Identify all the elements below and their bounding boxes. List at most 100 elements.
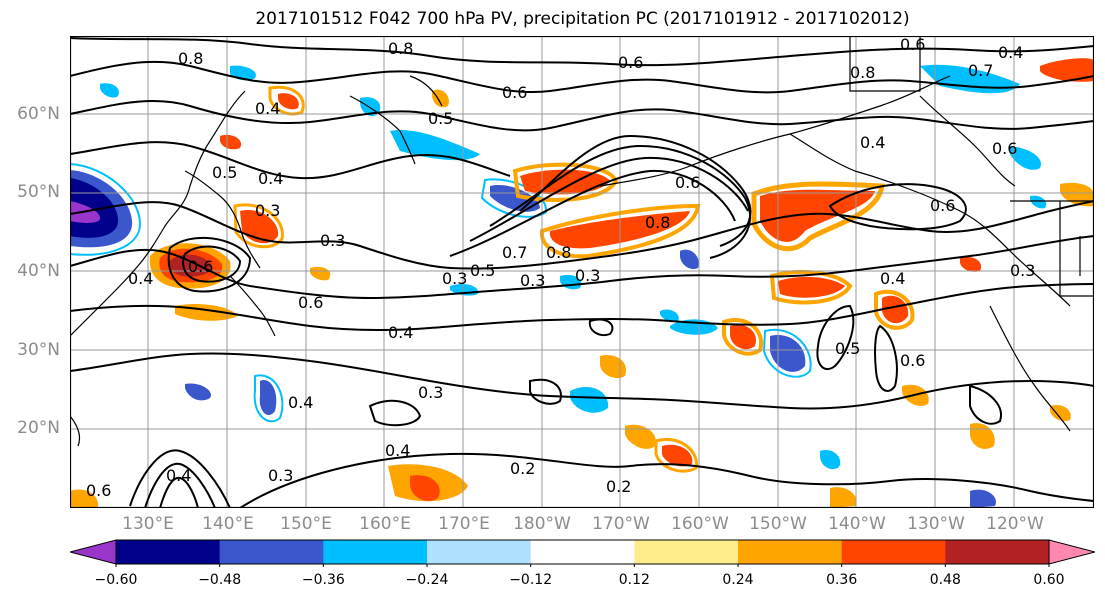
pv-contour bbox=[167, 236, 252, 293]
precip-area bbox=[820, 449, 841, 470]
pv-contour bbox=[70, 200, 1094, 270]
colorbar-tick-label: 0.24 bbox=[722, 572, 754, 588]
precip-area bbox=[660, 309, 679, 322]
contour-label: 0.4 bbox=[998, 43, 1023, 62]
contour-label: 0.6 bbox=[502, 83, 527, 102]
precip-area bbox=[310, 266, 331, 281]
coastline bbox=[989, 305, 1071, 432]
precip-area bbox=[185, 383, 211, 401]
lon-label: 140°E bbox=[202, 514, 254, 534]
precip-area bbox=[1050, 404, 1071, 422]
contour-label: 0.3 bbox=[268, 466, 293, 485]
contour-label: 0.4 bbox=[166, 466, 191, 485]
precip-shading bbox=[70, 58, 1094, 508]
lat-label: 40°N bbox=[17, 261, 60, 281]
precip-area bbox=[920, 64, 1020, 94]
pv-contour bbox=[70, 37, 1094, 67]
contour-label: 0.2 bbox=[606, 477, 631, 496]
colorbar-cell bbox=[116, 540, 221, 564]
contour-label: 0.4 bbox=[860, 133, 885, 152]
contour-label: 0.3 bbox=[418, 383, 443, 402]
colorbar-tick-label: −0.36 bbox=[301, 572, 345, 588]
contour-label: 0.4 bbox=[128, 269, 153, 288]
coastline bbox=[229, 275, 276, 337]
lat-label: 50°N bbox=[17, 182, 60, 202]
coastline bbox=[919, 95, 1016, 187]
pv-contour bbox=[70, 99, 1094, 132]
precip-area bbox=[778, 276, 845, 298]
pv-contour bbox=[70, 235, 1094, 300]
precip-area bbox=[730, 324, 756, 350]
precip-area bbox=[760, 189, 875, 242]
colorbar-tick-label: 0.12 bbox=[618, 572, 650, 588]
contour-label: 0.5 bbox=[470, 261, 495, 280]
precip-area bbox=[432, 89, 449, 108]
map-frame bbox=[70, 36, 1094, 508]
contour-label: 0.6 bbox=[900, 351, 925, 370]
pv-contour bbox=[144, 462, 216, 508]
pv-contour bbox=[70, 352, 1094, 410]
colorbar-cell bbox=[323, 540, 428, 564]
lat-label: 60°N bbox=[17, 104, 60, 124]
map-panel: 0.8 0.8 0.6 0.6 0.8 0.7 0.4 0.5 0.6 0.4 … bbox=[70, 36, 1094, 508]
contour-label: 0.6 bbox=[188, 257, 213, 276]
colorbar-tick-label: −0.48 bbox=[198, 572, 242, 588]
colorbar-cell bbox=[219, 540, 324, 564]
border bbox=[1059, 201, 1094, 297]
contour-label: 0.4 bbox=[288, 393, 313, 412]
contour-label: 0.6 bbox=[675, 173, 700, 192]
pv-contour bbox=[182, 245, 242, 283]
pv-contour bbox=[239, 452, 1094, 508]
pv-contours bbox=[70, 37, 1094, 508]
contour-label: 0.7 bbox=[968, 61, 993, 80]
coastline bbox=[70, 415, 81, 447]
pv-contour bbox=[529, 378, 562, 405]
coastline bbox=[70, 90, 246, 337]
colorbar-outline bbox=[115, 539, 1050, 565]
precip-area bbox=[1040, 58, 1094, 82]
contour-label: 0.6 bbox=[930, 196, 955, 215]
pv-contour bbox=[828, 183, 967, 231]
contour-label: 0.6 bbox=[86, 481, 111, 500]
precip-area bbox=[70, 489, 99, 508]
colorbar-tick-label: −0.60 bbox=[94, 572, 138, 588]
lat-label: 30°N bbox=[17, 340, 60, 360]
precip-area bbox=[1030, 195, 1047, 209]
pv-contour bbox=[70, 141, 511, 180]
contour-label: 0.4 bbox=[880, 269, 905, 288]
pv-contour bbox=[159, 476, 199, 508]
contour-label: 0.3 bbox=[520, 271, 545, 290]
contour-label: 0.6 bbox=[900, 36, 925, 54]
lon-label: 170°W bbox=[592, 514, 650, 534]
precip-area bbox=[570, 387, 609, 413]
contour-label: 0.8 bbox=[850, 63, 875, 82]
precip-area bbox=[70, 162, 142, 256]
contour-label: 0.5 bbox=[212, 163, 237, 182]
colorbar-cell bbox=[841, 540, 946, 564]
precip-area bbox=[680, 249, 699, 270]
contour-label: 0.3 bbox=[1010, 261, 1035, 280]
precip-area bbox=[100, 83, 119, 98]
contour-label: 0.8 bbox=[546, 243, 571, 262]
colorbar-cell bbox=[738, 540, 843, 564]
precip-area bbox=[662, 444, 693, 467]
contour-label: 0.6 bbox=[298, 293, 323, 312]
precip-area bbox=[220, 134, 242, 150]
contour-label: 0.8 bbox=[645, 213, 670, 232]
pv-contour bbox=[816, 304, 855, 371]
coastline bbox=[349, 95, 416, 165]
pv-contour bbox=[129, 449, 231, 508]
pv-contour bbox=[489, 144, 751, 259]
lon-label: 160°W bbox=[671, 514, 729, 534]
contour-label: 0.4 bbox=[258, 169, 283, 188]
lon-label: 180°W bbox=[513, 514, 571, 534]
colorbar-tick-label: 0.48 bbox=[929, 572, 961, 588]
colorbar-cell bbox=[945, 540, 1050, 564]
colorbar-cell bbox=[530, 540, 635, 564]
colorbar-extend-high bbox=[1048, 539, 1095, 565]
precip-area bbox=[278, 93, 299, 110]
lon-label: 130°W bbox=[907, 514, 965, 534]
contour-label: 0.6 bbox=[992, 139, 1017, 158]
coastlines bbox=[70, 36, 1094, 447]
contour-label: 0.4 bbox=[385, 441, 410, 460]
